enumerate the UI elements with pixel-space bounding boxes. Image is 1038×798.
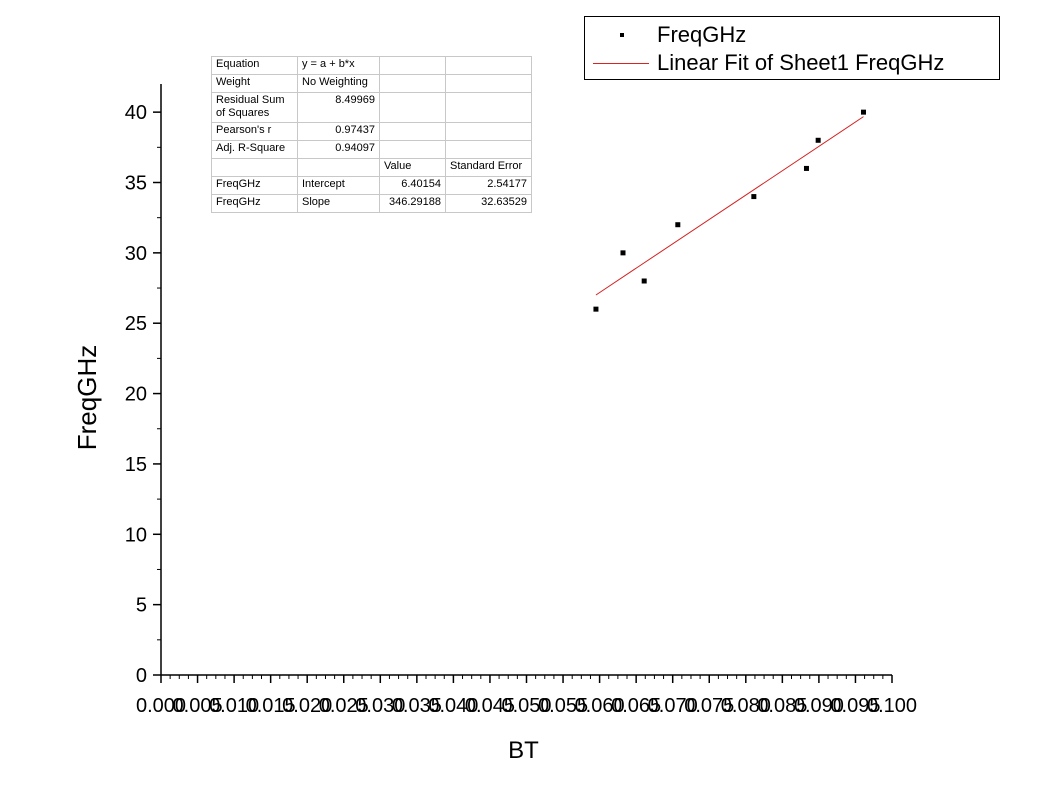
- x-tick-label: 0.025: [319, 695, 369, 717]
- y-tick-label: 20: [125, 384, 147, 406]
- stats-cell: [379, 74, 446, 93]
- y-tick-label: 40: [125, 102, 147, 124]
- x-tick-label: 0.090: [794, 695, 844, 717]
- x-tick-label: 0.070: [648, 695, 698, 717]
- stats-cell: y = a + b*x: [297, 56, 380, 75]
- data-point: [675, 222, 681, 228]
- stats-cell: FreqGHz: [211, 194, 298, 213]
- stats-cell: [297, 158, 380, 177]
- x-tick-label: 0.020: [282, 695, 332, 717]
- stats-cell: [445, 74, 532, 93]
- stats-cell: [445, 140, 532, 159]
- legend-marker-square: [620, 33, 624, 37]
- stats-cell: Residual Sum of Squares: [211, 92, 298, 123]
- data-point: [593, 306, 599, 312]
- y-tick-label: 30: [125, 243, 147, 265]
- stats-cell: [445, 92, 532, 123]
- stats-cell: [379, 56, 446, 75]
- stats-cell: [445, 56, 532, 75]
- x-tick-label: 0.040: [428, 695, 478, 717]
- legend-item-scatter: FreqGHz: [585, 21, 999, 49]
- stats-cell: FreqGHz: [211, 176, 298, 195]
- x-tick-label: 0.050: [501, 695, 551, 717]
- data-point: [641, 278, 647, 284]
- stats-row: FreqGHz Slope 346.29188 32.63529: [211, 194, 532, 213]
- x-tick-label: 0.060: [575, 695, 625, 717]
- stats-cell: No Weighting: [297, 74, 380, 93]
- stats-cell: Pearson's r: [211, 122, 298, 141]
- x-tick-label: 0.100: [867, 695, 917, 717]
- x-tick-label: 0.075: [684, 695, 734, 717]
- stats-row: FreqGHz Intercept 6.40154 2.54177: [211, 176, 532, 195]
- data-point: [815, 137, 821, 143]
- x-axis-title: BT: [508, 737, 539, 764]
- fit-statistics-table: Equation y = a + b*x Weight No Weighting Res…: [211, 56, 532, 213]
- legend-marker-line: [593, 63, 649, 64]
- legend-label: Linear Fit of Sheet1 FreqGHz: [657, 50, 945, 75]
- stats-cell: 0.97437: [297, 122, 380, 141]
- stats-cell: Weight: [211, 74, 298, 93]
- x-tick-label: 0.085: [757, 695, 807, 717]
- stats-row: Equation y = a + b*x: [211, 56, 532, 75]
- y-tick-label: 35: [125, 173, 147, 195]
- x-tick-label: 0.015: [246, 695, 296, 717]
- y-tick-label: 0: [136, 665, 147, 687]
- stats-cell: Adj. R-Square: [211, 140, 298, 159]
- stats-row: Weight No Weighting: [211, 74, 532, 93]
- stats-row: Residual Sum of Squares 8.49969: [211, 92, 532, 123]
- stats-cell: 0.94097: [297, 140, 380, 159]
- stats-row: Value Standard Error: [211, 158, 532, 177]
- legend-item-fit: Linear Fit of Sheet1 FreqGHz: [585, 49, 999, 77]
- x-tick-label: 0.065: [611, 695, 661, 717]
- stats-row: Adj. R-Square 0.94097: [211, 140, 532, 159]
- x-tick-label: 0.000: [136, 695, 186, 717]
- x-tick-label: 0.010: [209, 695, 259, 717]
- x-tick-label: 0.095: [830, 695, 880, 717]
- x-tick-label: 0.035: [392, 695, 442, 717]
- stats-cell: Standard Error: [445, 158, 532, 177]
- data-point: [620, 250, 626, 256]
- data-point: [803, 165, 809, 171]
- stats-cell: [211, 158, 298, 177]
- stats-cell: Equation: [211, 56, 298, 75]
- x-tick-label: 0.055: [538, 695, 588, 717]
- y-tick-label: 10: [125, 524, 147, 546]
- stats-cell: [379, 122, 446, 141]
- stats-cell: 2.54177: [445, 176, 532, 195]
- stats-cell: [379, 140, 446, 159]
- x-tick-label: 0.045: [465, 695, 515, 717]
- stats-row: Pearson's r 0.97437: [211, 122, 532, 141]
- stats-cell: 6.40154: [379, 176, 446, 195]
- y-tick-label: 5: [136, 595, 147, 617]
- stats-cell: [445, 122, 532, 141]
- data-point: [751, 194, 757, 200]
- x-tick-label: 0.005: [173, 695, 223, 717]
- stats-cell: Intercept: [297, 176, 380, 195]
- stats-cell: [379, 92, 446, 123]
- stats-cell: Value: [379, 158, 446, 177]
- stats-cell: 32.63529: [445, 194, 532, 213]
- stats-cell: 346.29188: [379, 194, 446, 213]
- stats-cell: 8.49969: [297, 92, 380, 123]
- y-axis-title: FreqGHz: [72, 345, 102, 450]
- data-point: [860, 109, 866, 115]
- y-tick-label: 15: [125, 454, 147, 476]
- y-tick-label: 25: [125, 313, 147, 335]
- fit-line: [595, 116, 864, 296]
- x-tick-label: 0.030: [355, 695, 405, 717]
- stats-cell: Slope: [297, 194, 380, 213]
- legend: FreqGHz Linear Fit of Sheet1 FreqGHz: [584, 16, 1000, 80]
- x-tick-label: 0.080: [721, 695, 771, 717]
- legend-label: FreqGHz: [657, 22, 747, 47]
